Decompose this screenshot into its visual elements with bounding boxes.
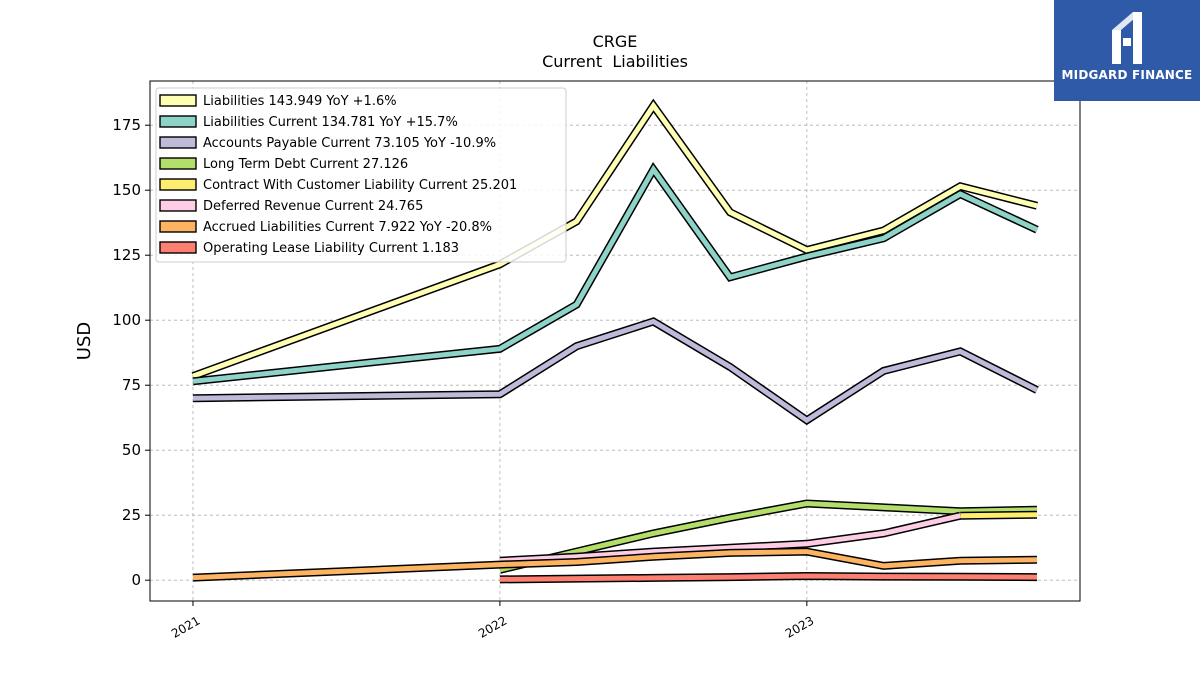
y-tick-label: 50 xyxy=(122,441,141,459)
x-tick-label: 2022 xyxy=(476,613,509,640)
legend-box xyxy=(155,87,567,263)
legend-entry: Accrued Liabilities Current 7.922 YoY -2… xyxy=(203,220,492,235)
series-line-fill xyxy=(499,513,961,564)
legend-swatch xyxy=(159,94,197,107)
y-axis-label: USD xyxy=(74,322,95,360)
y-tick-label: 25 xyxy=(122,506,141,524)
x-tick-label: 2021 xyxy=(169,613,202,640)
y-tick-label: 150 xyxy=(112,181,141,199)
chart-title: CRGE xyxy=(593,32,638,51)
series-line-fill xyxy=(192,318,1039,424)
series-line xyxy=(960,510,1038,520)
plot-frame xyxy=(149,80,1081,602)
legend-entry: Deferred Revenue Current 24.765 xyxy=(203,199,423,214)
series-line-fill xyxy=(499,500,1038,573)
series-line-fill xyxy=(192,549,1038,581)
legend-swatch xyxy=(159,136,197,149)
brand-name: MIDGARD FINANCE xyxy=(1061,68,1193,82)
series-line xyxy=(192,161,1039,386)
y-tick-label: 175 xyxy=(112,116,141,134)
y-tick-label: 100 xyxy=(112,311,141,329)
series-line xyxy=(499,571,1038,584)
chart-subtitle: Current Liabilities xyxy=(542,52,688,71)
legend-entry: Accounts Payable Current 73.105 YoY -10.… xyxy=(203,136,496,151)
midgard-finance-logo: MIDGARD FINANCE xyxy=(1054,0,1200,101)
legend-swatch xyxy=(159,157,197,170)
y-tick-label: 75 xyxy=(122,376,141,394)
series-line-fill xyxy=(499,573,1038,582)
series-line xyxy=(192,317,1039,426)
series-line xyxy=(498,499,1038,574)
legend-swatch xyxy=(159,220,197,233)
legend-swatch xyxy=(159,199,197,212)
legend-swatch xyxy=(159,241,197,254)
legend-swatch xyxy=(159,115,197,128)
legend-entry: Long Term Debt Current 27.126 xyxy=(203,157,408,172)
series-line-fill xyxy=(192,164,1039,384)
legend: Liabilities 143.949 YoY +1.6% Liabilities… xyxy=(155,87,567,263)
x-tick-label: 2023 xyxy=(783,613,816,640)
y-tick-label: 0 xyxy=(131,571,141,589)
series-line xyxy=(192,547,1038,582)
legend-entry: Liabilities 143.949 YoY +1.6% xyxy=(203,94,397,109)
legend-entry: Liabilities Current 134.781 YoY +15.7% xyxy=(203,115,458,130)
legend-entry: Operating Lease Liability Current 1.183 xyxy=(203,241,459,256)
logo-mark-icon xyxy=(1112,12,1142,64)
legend-swatch xyxy=(159,178,197,191)
series-line xyxy=(499,511,962,565)
y-tick-label: 125 xyxy=(112,246,141,264)
series-line-fill xyxy=(960,512,1038,519)
legend-entry: Contract With Customer Liability Current… xyxy=(203,178,517,193)
